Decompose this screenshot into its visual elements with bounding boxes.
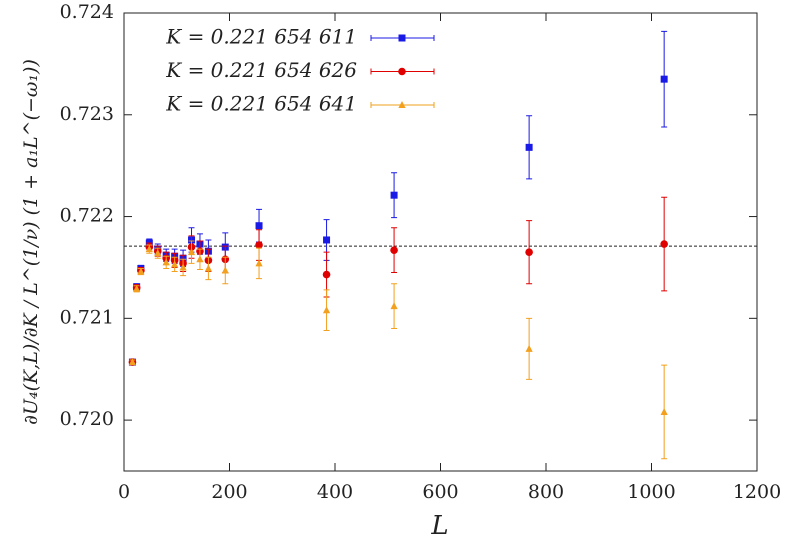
x-axis-label: L: [430, 511, 448, 541]
x-tick-label: 800: [528, 481, 564, 503]
y-tick-label: 0.721: [60, 306, 114, 328]
data-point: [179, 263, 187, 271]
data-point: [133, 284, 141, 292]
legend-label: K = 0.221 654 626: [165, 58, 357, 82]
legend-label: K = 0.221 654 611: [165, 25, 357, 49]
x-tick-label: 400: [317, 481, 353, 503]
y-tick-label: 0.722: [60, 205, 114, 227]
data-point: [660, 75, 668, 83]
data-point: [390, 246, 398, 254]
data-point: [128, 358, 137, 366]
data-point: [196, 255, 204, 263]
data-point: [322, 306, 331, 314]
data-point: [390, 302, 398, 310]
data-point: [255, 222, 263, 230]
y-axis-label: ∂U₄(K,L)/∂K / L^(1/ν) (1 + a₁L^(−ω₁)): [20, 59, 42, 425]
data-point: [322, 270, 331, 279]
legend-label: K = 0.221 654 641: [165, 92, 357, 116]
x-tick-label: 0: [118, 481, 130, 503]
data-point: [660, 407, 668, 415]
y-tick-label: 0.723: [60, 103, 114, 125]
data-point: [204, 264, 212, 272]
x-tick-label: 1200: [733, 481, 781, 503]
data-point: [171, 260, 179, 268]
y-tick-label: 0.724: [60, 1, 114, 23]
data-point: [187, 248, 196, 256]
y-tick-label: 0.720: [60, 408, 114, 430]
x-tick-label: 1000: [627, 481, 675, 503]
data-point: [221, 266, 229, 274]
data-point: [525, 143, 533, 151]
legend-marker: [398, 101, 406, 108]
data-point: [390, 191, 398, 199]
data-point: [255, 259, 263, 267]
data-point: [525, 344, 533, 352]
data-point: [255, 241, 263, 249]
data-point: [154, 249, 162, 257]
x-tick-label: 600: [422, 481, 458, 503]
x-tick-label: 200: [211, 481, 247, 503]
data-point: [660, 240, 668, 248]
data-point: [323, 236, 331, 244]
legend-marker: [398, 67, 406, 76]
data-point: [162, 258, 170, 266]
legend-marker: [398, 34, 406, 42]
data-point: [145, 245, 153, 253]
data-point: [525, 248, 533, 256]
data-point: [137, 267, 145, 275]
